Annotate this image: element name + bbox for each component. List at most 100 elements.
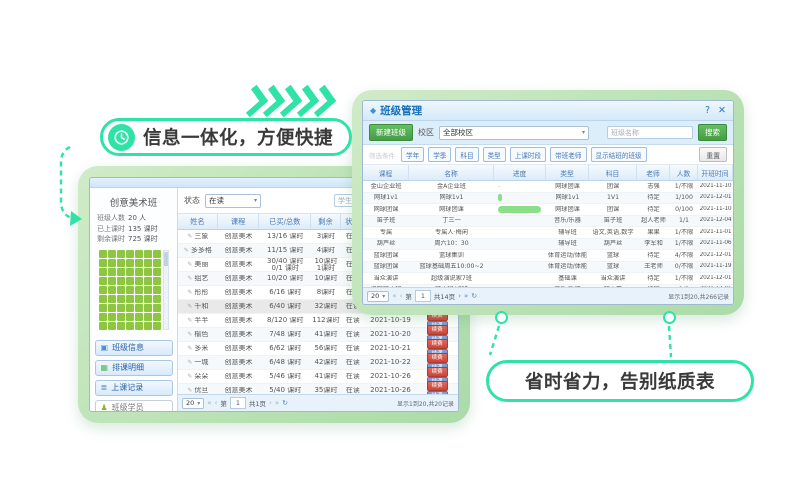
refresh-icon[interactable]: ↻ bbox=[282, 398, 289, 407]
page-input[interactable]: 1 bbox=[414, 290, 431, 302]
sidebar-button-students[interactable]: ♟ 班级学员 bbox=[94, 399, 173, 411]
session-cell bbox=[152, 267, 161, 276]
renew-button[interactable]: 续费 bbox=[426, 380, 448, 391]
filter-chip-bar: 筛选条件 学年 学季 科目 类型 上课时段 带班老师 显示结班的班级 重置 bbox=[363, 145, 733, 165]
session-cell bbox=[125, 276, 134, 285]
class-row[interactable]: 金山企业班 金A企业班 - 网球团课 团课 志强 1/不限 2021-11-10 bbox=[363, 181, 733, 193]
session-cell bbox=[143, 249, 152, 258]
last-page-button[interactable]: » bbox=[274, 398, 280, 407]
renew-button[interactable]: 续费 bbox=[426, 366, 448, 377]
reset-button[interactable]: 重置 bbox=[699, 147, 727, 162]
class-row[interactable]: 篮球团课 篮球集训 体育运动/体能 篮球 待定 4/不限 2021-12-01 bbox=[363, 250, 733, 262]
session-cell bbox=[116, 276, 125, 285]
column-header[interactable]: 已买/总数 bbox=[259, 214, 312, 229]
class-row[interactable]: 笛子班 丁三一 音乐/乐器 笛子班 超人老师 1/1 2021-12-04 bbox=[363, 215, 733, 227]
class-row[interactable]: 网球1v1 网球1v1 网球1v1 1V1 待定 1/100 2021-12-0… bbox=[363, 192, 733, 204]
grid-scrollbar[interactable] bbox=[162, 249, 169, 330]
edit-icon: ✎ bbox=[187, 387, 193, 394]
pagination-bar-right: 20 ▾ « ‹ 第 1 共14页 › » ↻ 显示1到20,共266记录 bbox=[363, 287, 733, 304]
column-header[interactable]: 科目 bbox=[589, 165, 637, 180]
column-header[interactable]: 开班时间 bbox=[698, 165, 733, 180]
feature-bubble-bottom: 省时省力，告别纸质表 bbox=[486, 360, 754, 402]
session-cell bbox=[143, 276, 152, 285]
filter-chip[interactable]: 上课时段 bbox=[509, 147, 547, 162]
session-cell bbox=[116, 249, 125, 258]
column-header[interactable]: 课程 bbox=[218, 214, 260, 229]
column-header[interactable]: 进度 bbox=[494, 165, 546, 180]
renew-button[interactable]: 续费 bbox=[426, 338, 448, 349]
class-search-input[interactable] bbox=[607, 126, 693, 139]
next-page-button[interactable]: › bbox=[269, 398, 272, 407]
column-header[interactable]: 人数 bbox=[670, 165, 698, 180]
class-row[interactable]: 专属 专属人·梅闲 辅导班 语文,英语,数学 果果 1/不限 2021-11-0… bbox=[363, 227, 733, 239]
session-grid bbox=[98, 249, 161, 330]
class-sidebar: 创意美术班 班级人数 20 人已上课时 135 课时 剩余课时 725 课时 ▣ 班级信… bbox=[90, 188, 178, 411]
close-icon[interactable]: ✕ bbox=[718, 105, 726, 116]
column-header[interactable]: 剩余 bbox=[311, 214, 341, 229]
session-cell bbox=[152, 312, 161, 321]
status-select[interactable]: 在读 ▾ bbox=[205, 193, 261, 208]
page-suffix: 共14页 bbox=[433, 293, 456, 301]
prev-page-button[interactable]: ‹ bbox=[399, 291, 403, 300]
session-cell bbox=[143, 285, 152, 294]
window-icon: ◆ bbox=[370, 106, 377, 115]
session-cell bbox=[116, 321, 125, 330]
last-page-button[interactable]: » bbox=[464, 291, 469, 300]
class-row[interactable]: 网球团课 网球团课 网球团课 团课 待定 0/100 2021-11-10 bbox=[363, 204, 733, 216]
session-cell bbox=[125, 294, 134, 303]
page-input[interactable]: 1 bbox=[229, 397, 246, 409]
edit-icon: ✎ bbox=[187, 345, 193, 352]
filter-chip[interactable]: 学年 bbox=[401, 147, 425, 162]
prev-page-button[interactable]: ‹ bbox=[214, 398, 218, 407]
session-cell bbox=[125, 249, 134, 258]
dashed-connector-bottom-2 bbox=[667, 325, 673, 358]
session-cell bbox=[143, 294, 152, 303]
window-title: 班级管理 bbox=[380, 105, 423, 117]
session-cell bbox=[125, 321, 134, 330]
class-row[interactable]: 篮球团课 篮球基础周五10:00~2 体育运动/体能 篮球 王老师 0/不限 2… bbox=[363, 261, 733, 273]
first-page-button[interactable]: « bbox=[207, 398, 212, 407]
class-row[interactable]: 葫芦丝 周六10：30 辅导班 葫芦丝 李军和 1/不限 2021-11-06 bbox=[363, 238, 733, 250]
edit-icon: ✎ bbox=[187, 331, 193, 338]
help-button[interactable]: ? bbox=[704, 105, 711, 116]
filter-chip[interactable]: 科目 bbox=[455, 147, 479, 162]
filter-chip[interactable]: 类型 bbox=[482, 147, 506, 162]
class-info-icon: ▣ bbox=[100, 342, 109, 352]
renew-button[interactable]: 续费 bbox=[426, 352, 448, 363]
first-page-button[interactable]: « bbox=[392, 291, 397, 300]
next-page-button[interactable]: › bbox=[458, 291, 461, 300]
column-header[interactable]: 课程 bbox=[363, 165, 409, 180]
filter-chip[interactable]: 显示结班的班级 bbox=[590, 147, 647, 162]
session-cell bbox=[152, 249, 161, 258]
session-cell bbox=[134, 285, 143, 294]
edit-icon: ✎ bbox=[187, 261, 193, 268]
refresh-icon[interactable]: ↻ bbox=[471, 291, 478, 300]
session-cell bbox=[98, 258, 107, 267]
dashed-connector-left bbox=[59, 145, 73, 220]
session-cell bbox=[143, 303, 152, 312]
column-header[interactable]: 名称 bbox=[409, 165, 494, 180]
search-button[interactable]: 搜索 bbox=[698, 124, 727, 141]
session-cell bbox=[98, 321, 107, 330]
page-size-select[interactable]: 20 ▾ bbox=[367, 290, 390, 302]
session-cell bbox=[134, 267, 143, 276]
page-size-select[interactable]: 20 ▾ bbox=[182, 397, 205, 409]
column-header[interactable]: 姓名 bbox=[178, 214, 218, 229]
column-header[interactable]: 类型 bbox=[546, 165, 589, 180]
progress-bar bbox=[498, 205, 541, 213]
sidebar-button-schedule-detail[interactable]: ▦ 排课明细 bbox=[94, 359, 173, 376]
new-class-button[interactable]: 新建班级 bbox=[369, 124, 413, 141]
filter-chip[interactable]: 带班老师 bbox=[550, 147, 587, 162]
renew-button[interactable]: 续费 bbox=[426, 324, 448, 335]
sidebar-button-class-info[interactable]: ▣ 班级信息 bbox=[94, 339, 173, 356]
class-row[interactable]: 当众演讲 超级演说家7班 基础课 当众演讲 待定 1/不限 2021-12-01 bbox=[363, 273, 733, 285]
session-cell bbox=[116, 303, 125, 312]
campus-select[interactable]: 全部校区 ▾ bbox=[439, 125, 589, 140]
student-row[interactable]: ✎一城 创意美术 6/48 课时 42课时 在读 2021-10-22 续费结课 bbox=[178, 352, 458, 373]
column-header[interactable]: 老师 bbox=[637, 165, 670, 180]
status-label: 状态 bbox=[184, 196, 200, 205]
filter-chip[interactable]: 学季 bbox=[428, 147, 452, 162]
sidebar-button-lesson-record[interactable]: ≣ 上课记录 bbox=[94, 379, 173, 396]
session-cell bbox=[107, 258, 116, 267]
